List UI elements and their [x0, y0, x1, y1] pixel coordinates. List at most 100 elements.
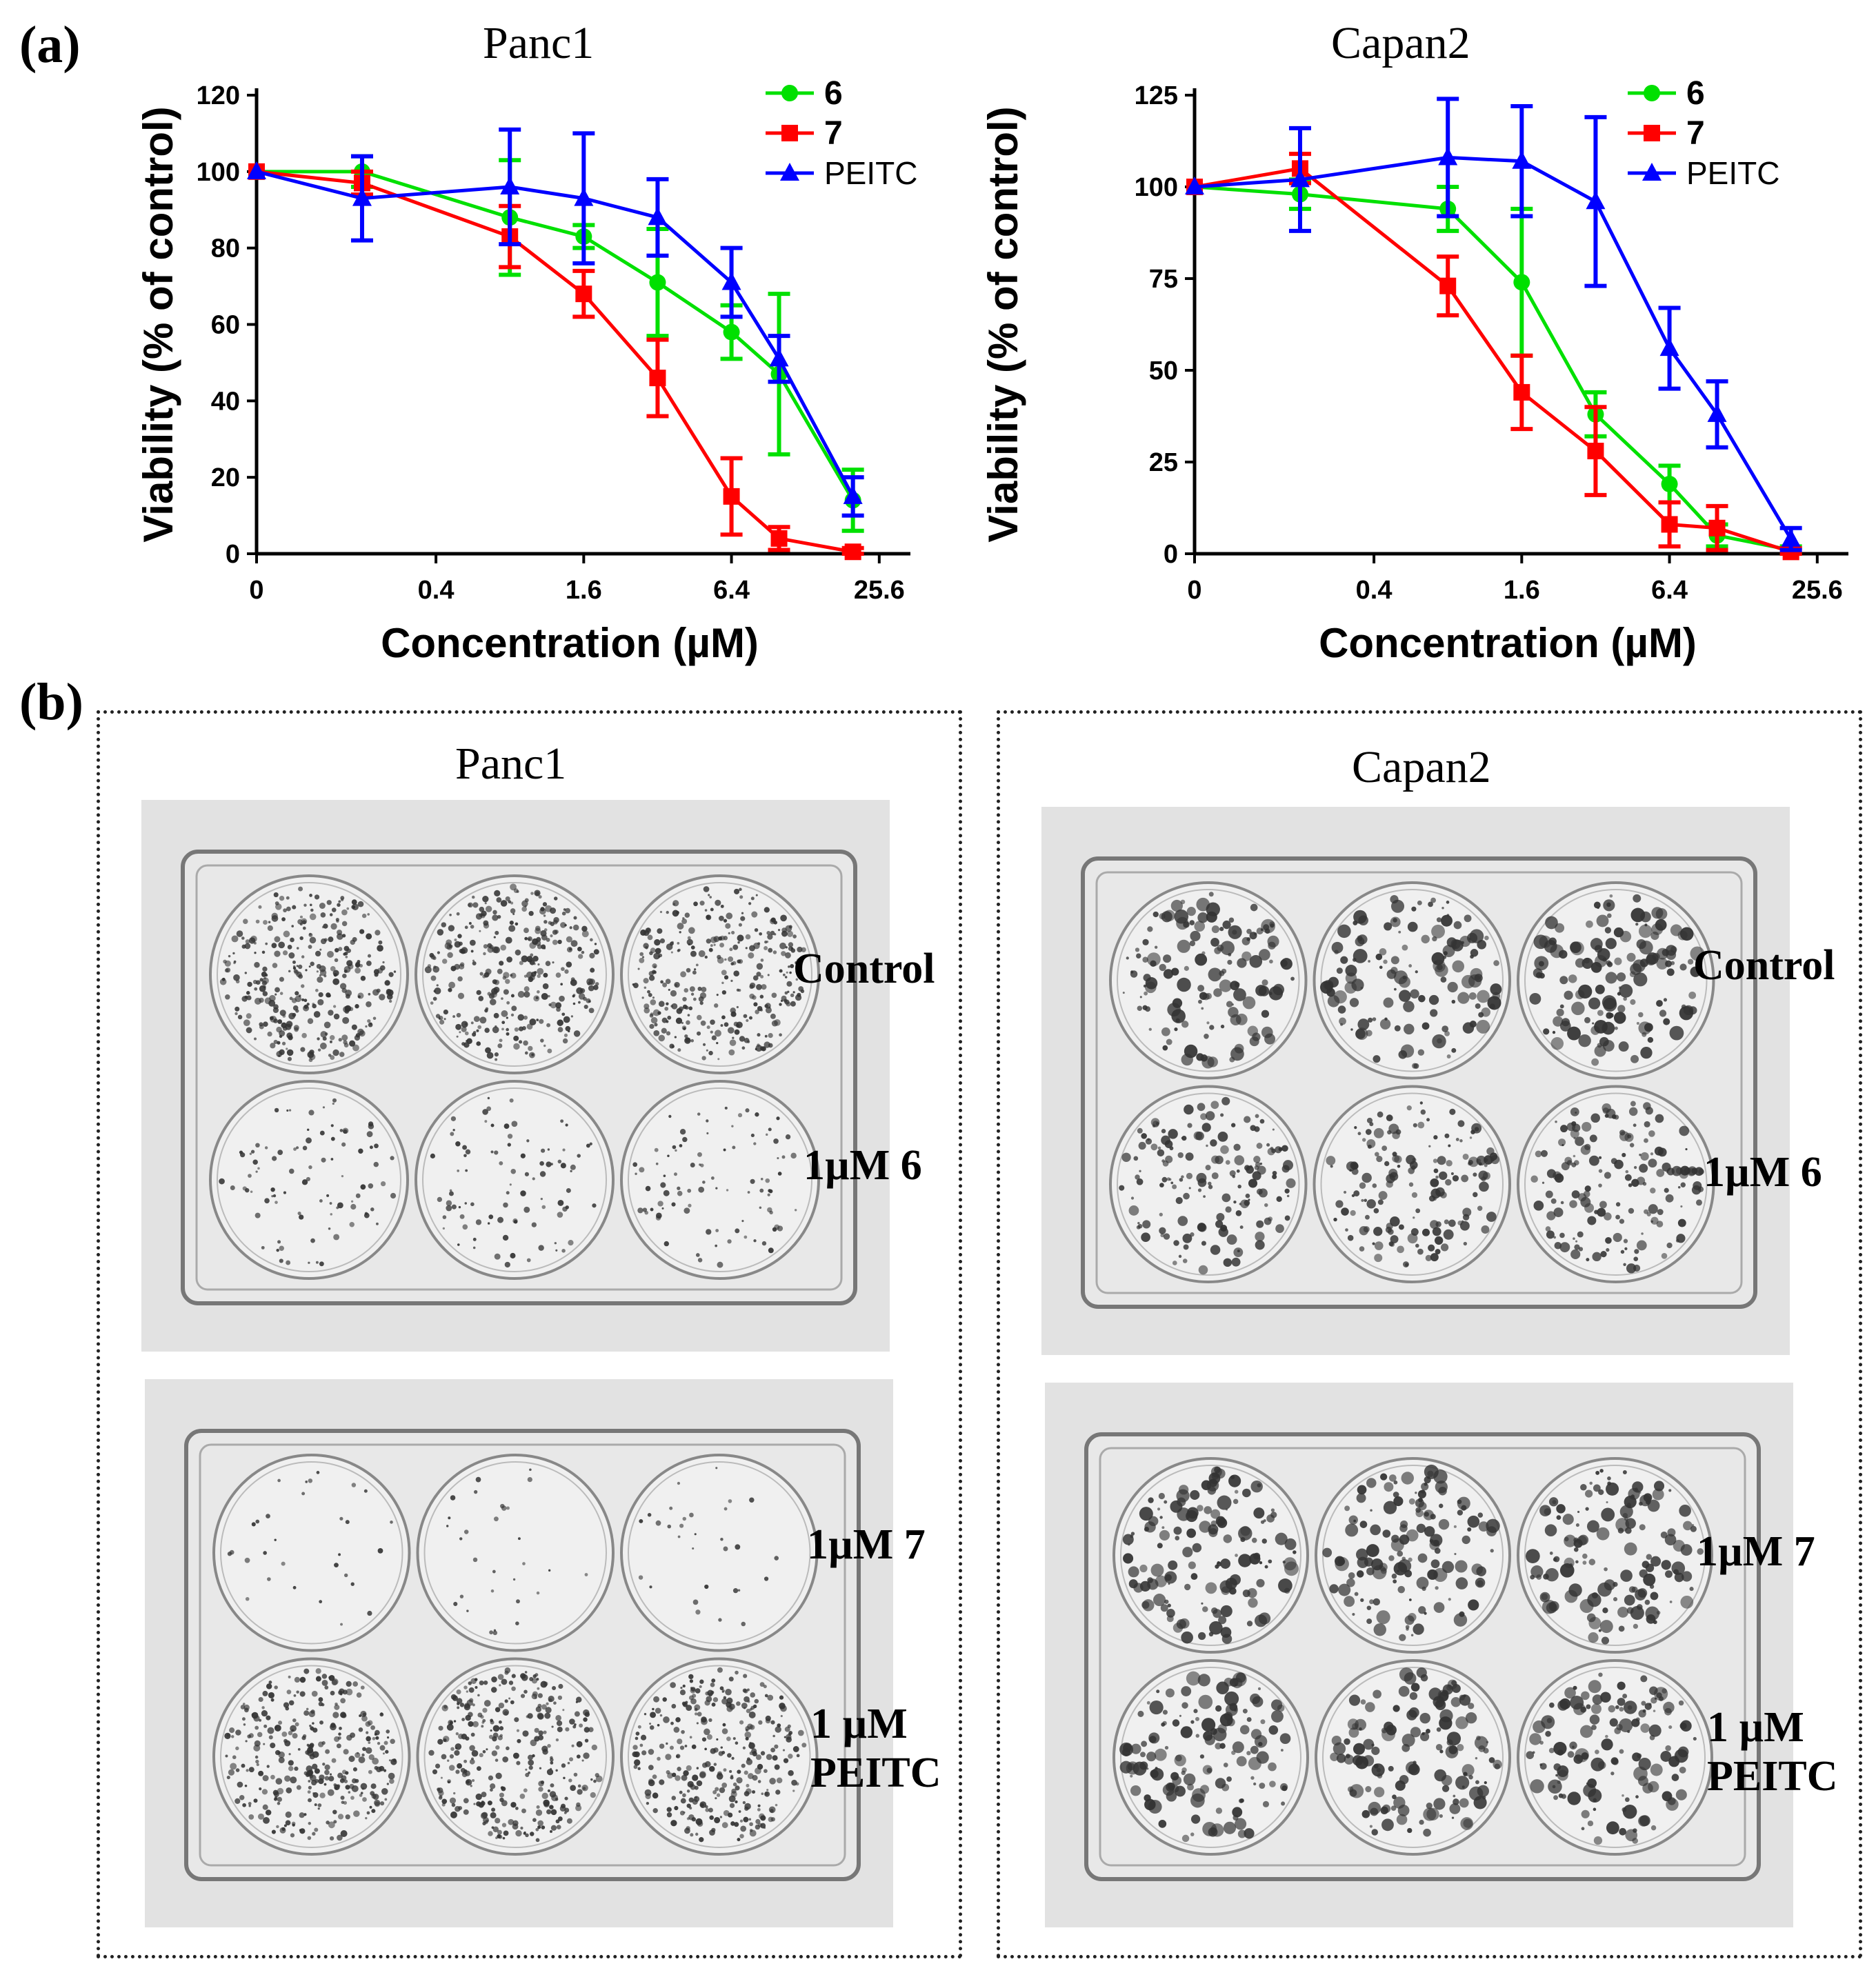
colony — [523, 1040, 528, 1046]
colony — [677, 1048, 681, 1052]
colony — [750, 1178, 755, 1184]
colony — [276, 1051, 283, 1057]
colony — [1581, 1809, 1590, 1818]
colony — [525, 1768, 528, 1771]
colony — [248, 1802, 252, 1805]
colony — [790, 947, 794, 950]
colony — [517, 1014, 524, 1021]
colony — [225, 967, 231, 973]
colony — [564, 1807, 570, 1813]
colony — [1366, 1567, 1375, 1576]
colony — [491, 1807, 496, 1812]
colony — [764, 940, 768, 944]
colony — [791, 1779, 797, 1786]
colony — [750, 896, 755, 901]
colony — [320, 912, 326, 918]
colony — [1597, 906, 1599, 910]
colony — [308, 1110, 315, 1116]
colony — [749, 993, 755, 999]
colony — [768, 1032, 773, 1039]
colony — [639, 952, 644, 956]
colony — [1631, 1586, 1638, 1593]
colony — [1687, 959, 1694, 965]
colony — [1441, 914, 1453, 927]
point-PEITC — [721, 272, 741, 290]
colony — [717, 1667, 723, 1673]
colony — [509, 1183, 512, 1186]
colony — [377, 1547, 383, 1554]
well-rim — [423, 1665, 607, 1848]
colony — [528, 1045, 533, 1052]
colony — [257, 1732, 263, 1738]
colony — [742, 1746, 746, 1749]
colony — [1259, 1162, 1263, 1165]
colony — [669, 1506, 673, 1510]
colony — [1225, 1206, 1232, 1213]
colony — [291, 1729, 295, 1732]
colony — [1433, 1798, 1446, 1810]
colony — [557, 1212, 563, 1218]
colony — [1225, 1160, 1230, 1165]
colony — [767, 1694, 774, 1701]
colony — [360, 1184, 366, 1190]
colony — [498, 1720, 502, 1724]
colony — [1181, 1686, 1192, 1696]
colony — [1597, 1010, 1604, 1016]
colony — [1331, 1735, 1341, 1746]
colony — [363, 1212, 370, 1218]
colony — [688, 1203, 692, 1207]
colony — [782, 1749, 786, 1752]
colony — [508, 1681, 514, 1685]
colony — [653, 965, 657, 969]
colony — [495, 1818, 501, 1824]
colony — [1535, 1150, 1542, 1158]
colony — [1161, 1722, 1166, 1727]
colony — [1272, 1170, 1277, 1176]
colony — [641, 996, 644, 999]
colony — [246, 991, 250, 995]
colony — [515, 1807, 519, 1810]
colony — [501, 1021, 506, 1025]
colony — [345, 1771, 349, 1775]
colony — [679, 1689, 686, 1696]
colony — [469, 1745, 475, 1752]
colony — [727, 1239, 732, 1244]
colony — [1388, 1765, 1394, 1772]
colony — [438, 1017, 441, 1020]
well-rim — [1524, 1667, 1706, 1848]
colony — [1235, 1672, 1246, 1683]
point-PEITC — [843, 485, 863, 504]
colony — [1608, 1705, 1616, 1713]
colony — [1630, 1054, 1639, 1063]
colony — [1261, 1010, 1270, 1018]
colony — [324, 1685, 329, 1690]
colony — [523, 986, 530, 992]
colony — [1244, 1828, 1255, 1839]
colony — [1378, 1191, 1388, 1201]
colony — [529, 1468, 532, 1472]
colony — [458, 941, 463, 946]
colony — [738, 1810, 741, 1813]
colony — [251, 1712, 259, 1719]
colony — [1633, 1623, 1639, 1629]
colony — [1339, 1017, 1346, 1025]
colony — [241, 1717, 246, 1721]
colony — [1544, 1524, 1557, 1536]
colony — [520, 1190, 526, 1196]
colony — [757, 1807, 761, 1812]
colony — [369, 1145, 373, 1150]
colony — [1373, 1623, 1386, 1636]
colony — [1371, 1829, 1378, 1836]
colony — [1172, 1719, 1180, 1727]
colony — [557, 1159, 562, 1164]
colony — [1567, 1026, 1581, 1041]
x-axis-label: Concentration (µM) — [1319, 620, 1697, 666]
colony — [472, 902, 479, 908]
colony — [720, 1537, 724, 1541]
colony — [1159, 1212, 1163, 1216]
colony — [322, 1036, 327, 1041]
colony — [659, 1743, 665, 1749]
colony — [1162, 1709, 1168, 1715]
colony — [1476, 1736, 1481, 1741]
colony — [1561, 1144, 1564, 1147]
